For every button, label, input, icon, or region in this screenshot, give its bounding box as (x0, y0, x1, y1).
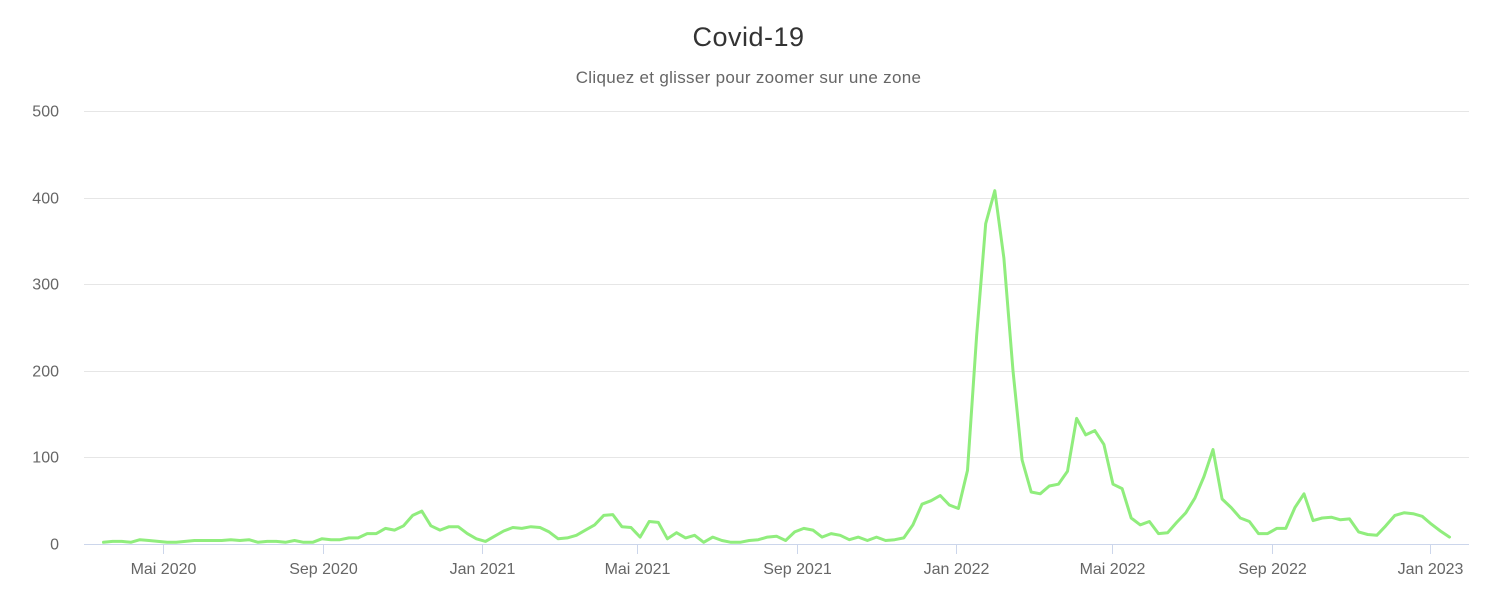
x-tick-label: Jan 2023 (1398, 561, 1464, 578)
x-tick-label: Jan 2021 (450, 561, 516, 578)
x-tick-label: Sep 2021 (763, 561, 832, 578)
x-tick-label: Sep 2020 (289, 561, 358, 578)
chart-subtitle: Cliquez et glisser pour zoomer sur une z… (575, 68, 922, 87)
y-tick-label: 400 (32, 191, 59, 208)
series-line[interactable] (102, 189, 1451, 544)
y-tick-label: 0 (50, 537, 59, 554)
x-tick-label: Mai 2022 (1080, 561, 1146, 578)
series-layer (102, 189, 1451, 544)
x-tick-label: Mai 2021 (605, 561, 671, 578)
x-tick-label: Sep 2022 (1238, 561, 1307, 578)
grid-lines (84, 111, 1469, 458)
y-tick-label: 200 (32, 364, 59, 381)
y-axis: 0 100 200 300 400 500 (32, 104, 59, 554)
x-tick-label: Jan 2022 (924, 561, 990, 578)
y-tick-label: 300 (32, 277, 59, 294)
chart-title: Covid-19 (692, 22, 805, 52)
x-axis: Mai 2020 Sep 2020 Jan 2021 Mai 2021 Sep 2021… (84, 544, 1469, 578)
y-tick-label: 100 (32, 450, 59, 467)
x-tick-label: Mai 2020 (131, 561, 197, 578)
y-tick-label: 500 (32, 104, 59, 121)
